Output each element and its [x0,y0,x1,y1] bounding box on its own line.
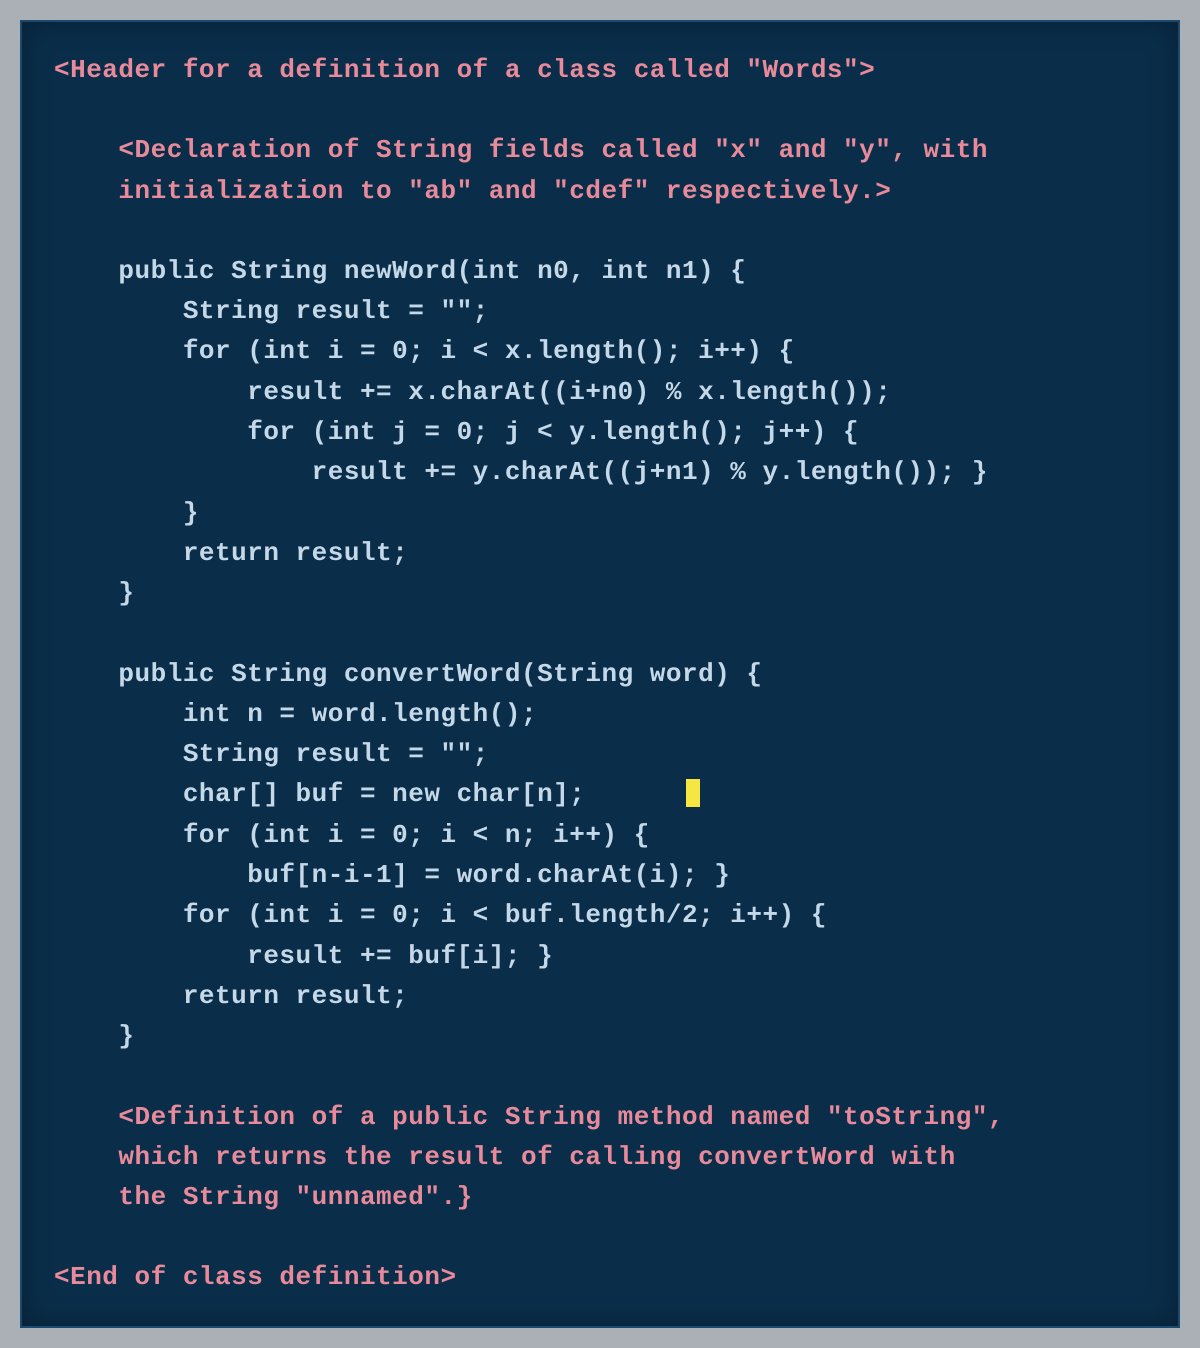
code-line-newword-sig: public String newWord(int n0, int n1) { [54,251,1146,291]
code-line-result-init: String result = ""; [54,291,1146,331]
code-line-for-i-3: for (int i = 0; i < buf.length/2; i++) { [54,895,1146,935]
text-cursor [686,779,700,807]
code-line-result-x: result += x.charAt((i+n0) % x.length()); [54,372,1146,412]
code-line-result-init-2: String result = ""; [54,734,1146,774]
code-line-for-i-2: for (int i = 0; i < n; i++) { [54,815,1146,855]
code-line-tostring-1: <Definition of a public String method na… [54,1097,1146,1137]
code-line-return-2: return result; [54,976,1146,1016]
code-line-char-buf: char[] buf = new char[n]; [54,774,1146,814]
code-line-convertword-sig: public String convertWord(String word) { [54,654,1146,694]
code-line-tostring-3: the String "unnamed".} [54,1177,1146,1217]
code-line-declaration-2: initialization to "ab" and "cdef" respec… [54,171,1146,211]
code-line-result-buf: result += buf[i]; } [54,936,1146,976]
code-line-return-1: return result; [54,533,1146,573]
blank-line [54,1057,1146,1097]
code-line-header: <Header for a definition of a class call… [54,50,1146,90]
code-line-end: <End of class definition> [54,1257,1146,1297]
code-line-for-j: for (int j = 0; j < y.length(); j++) { [54,412,1146,452]
code-line-close-method-1: } [54,573,1146,613]
code-editor-window: <Header for a definition of a class call… [20,20,1180,1328]
blank-line [54,1217,1146,1257]
code-line-close-method-2: } [54,1016,1146,1056]
blank-line [54,90,1146,130]
code-line-result-y: result += y.charAt((j+n1) % y.length());… [54,452,1146,492]
code-line-int-n: int n = word.length(); [54,694,1146,734]
code-line-tostring-2: which returns the result of calling conv… [54,1137,1146,1177]
code-line-buf-assign: buf[n-i-1] = word.charAt(i); } [54,855,1146,895]
code-line-close-brace-1: } [54,493,1146,533]
blank-line [54,211,1146,251]
code-line-declaration-1: <Declaration of String fields called "x"… [54,130,1146,170]
code-line-for-i: for (int i = 0; i < x.length(); i++) { [54,331,1146,371]
blank-line [54,614,1146,654]
